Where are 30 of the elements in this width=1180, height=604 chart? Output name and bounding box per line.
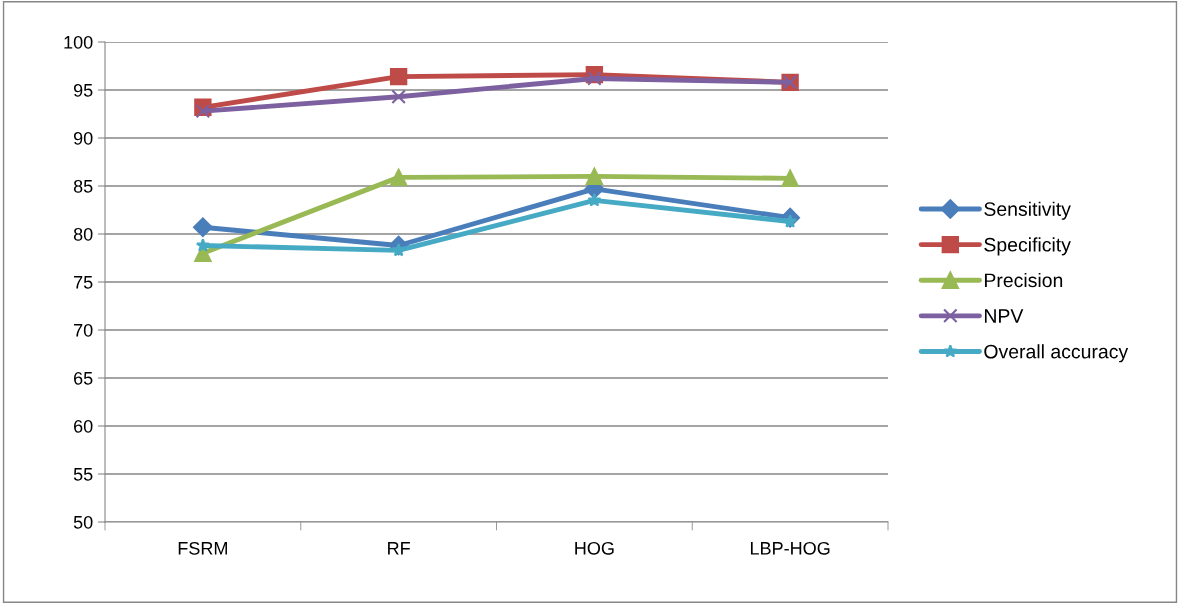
y-tick-label: 95 [73, 83, 93, 97]
y-tick-label: 65 [74, 371, 93, 385]
y-tick-label: 80 [73, 227, 93, 241]
point [587, 193, 602, 207]
point [195, 238, 210, 252]
point [389, 67, 408, 86]
point [391, 89, 406, 105]
point [195, 103, 211, 119]
legend-label: Specificity [984, 237, 1071, 256]
point [585, 167, 604, 186]
y-tick-label: 100 [64, 35, 93, 49]
y-tick-label: 75 [74, 276, 93, 289]
y-tick-label: 90 [73, 131, 93, 145]
y-tick-label: 85 [73, 179, 93, 193]
legend-label: Precision [984, 272, 1063, 288]
y-tick-label: 55 [73, 468, 93, 481]
point [587, 71, 602, 86]
y-tick-label: 50 [73, 515, 93, 529]
legend-label: NPV [984, 309, 1024, 323]
point [193, 217, 213, 238]
point [781, 169, 799, 187]
legend-label: Overall accuracy [984, 344, 1129, 363]
point [389, 168, 408, 187]
x-tick-label: FSRM [178, 541, 227, 555]
x-tick-label: LBP-HOG [750, 541, 830, 555]
legend-label: Sensitivity [984, 201, 1071, 220]
x-tick-label: HOG [575, 541, 614, 555]
x-tick-label: RF [388, 542, 410, 555]
y-tick-label: 60 [74, 419, 93, 433]
y-tick-label: 70 [74, 323, 93, 337]
